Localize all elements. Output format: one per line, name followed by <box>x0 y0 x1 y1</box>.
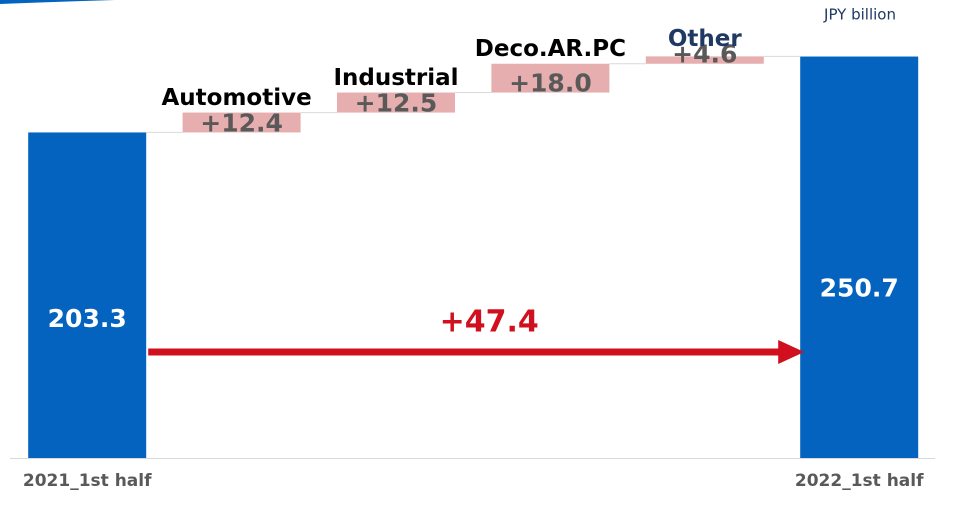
corner-decoration <box>0 0 115 4</box>
category-label: Other <box>668 26 743 52</box>
bar <box>645 56 764 64</box>
arrow-head <box>778 340 805 364</box>
value-label: +12.4 <box>200 108 283 137</box>
x-tick-label: 2021_1st half <box>23 471 152 491</box>
value-label: +12.5 <box>355 89 438 118</box>
value-label: 250.7 <box>820 273 899 302</box>
bar <box>491 63 610 93</box>
change-label: +47.4 <box>440 305 539 340</box>
bar <box>182 112 301 133</box>
category-label: Deco.AR.PC <box>475 36 626 62</box>
category-label: Automotive <box>161 85 311 111</box>
bar <box>28 132 147 458</box>
value-label: 203.3 <box>48 304 127 333</box>
bar <box>800 56 919 459</box>
category-label: Industrial <box>333 65 458 91</box>
value-label: +18.0 <box>509 69 592 98</box>
unit-label: JPY billion <box>823 6 896 24</box>
bar <box>337 92 455 113</box>
value-label: +4.6 <box>672 40 737 69</box>
x-tick-label: 2022_1st half <box>795 471 924 491</box>
